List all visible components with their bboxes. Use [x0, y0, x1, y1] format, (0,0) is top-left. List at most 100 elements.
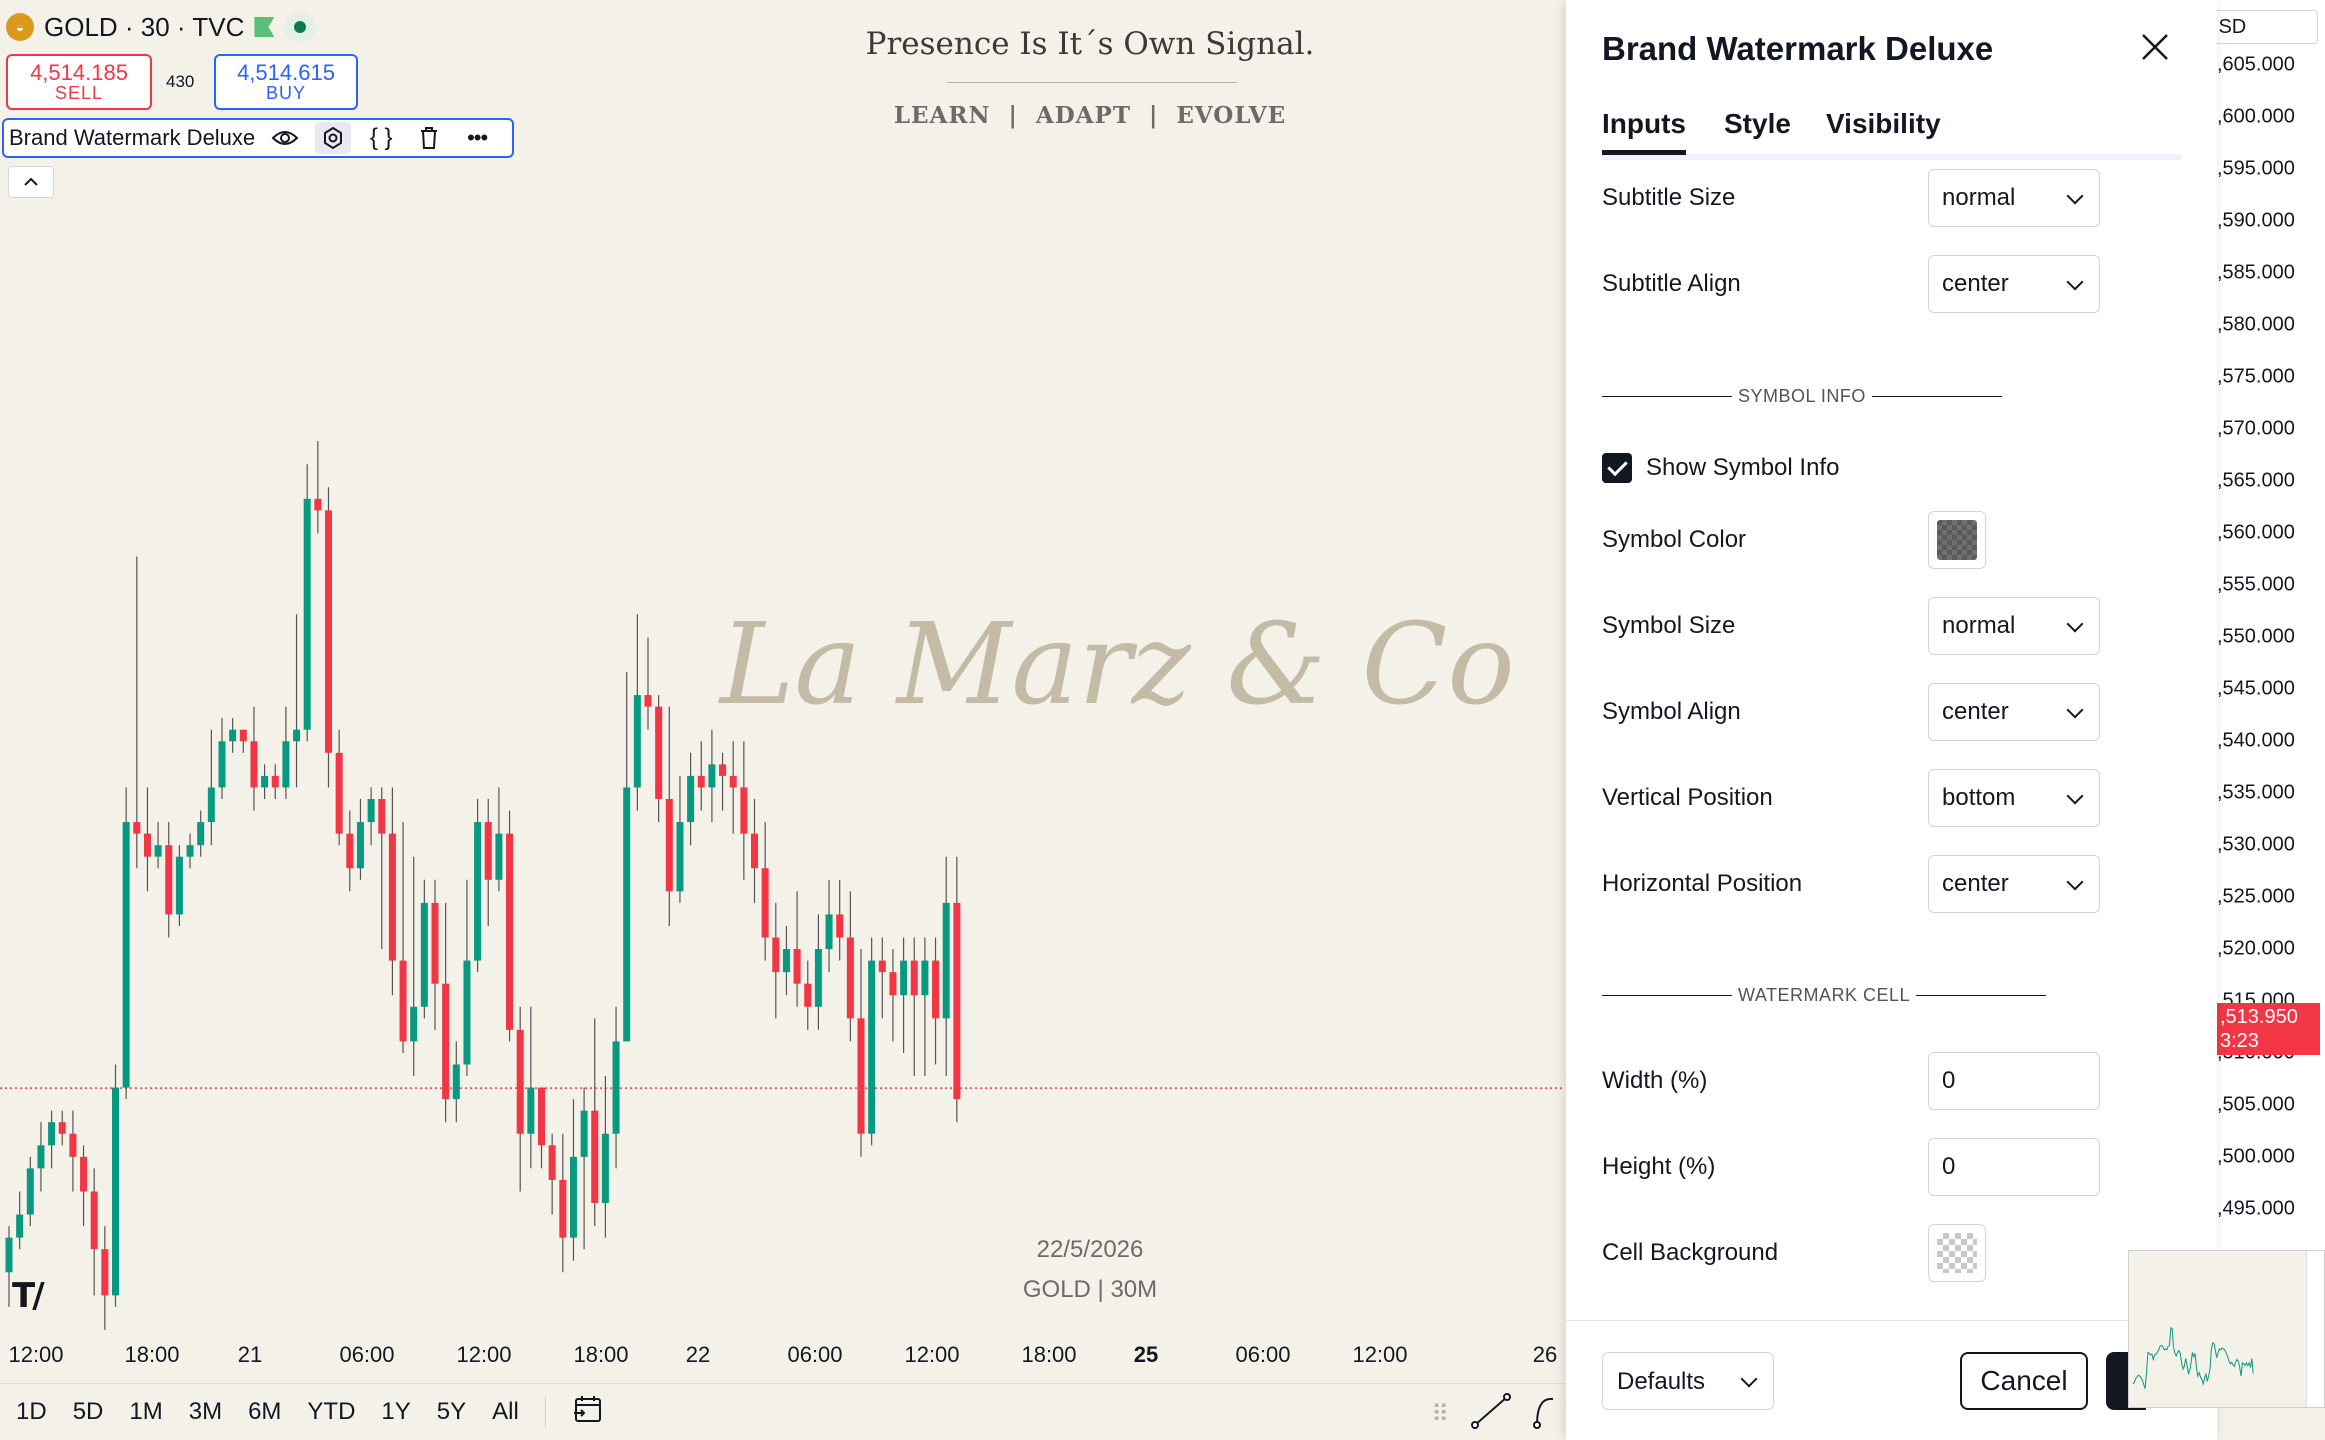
- tab-inputs[interactable]: Inputs: [1602, 108, 1686, 155]
- candle: [538, 1087, 545, 1169]
- candle: [282, 706, 290, 799]
- price-axis[interactable]: ,605.000 ,600.000 ,595.000 ,590.000 ,585…: [2215, 0, 2325, 1380]
- candle: [197, 810, 205, 857]
- subtitle-size-select[interactable]: normal: [1928, 169, 2100, 227]
- candle: [569, 1099, 577, 1261]
- candle-body: [655, 706, 663, 799]
- time-tick: 22: [685, 1342, 711, 1367]
- candle: [836, 879, 844, 961]
- current-price-label: ,513.950 3:23: [2216, 1003, 2320, 1055]
- time-tick: 06:00: [1235, 1342, 1291, 1367]
- source-code-icon[interactable]: { }: [369, 124, 393, 151]
- candle-body: [37, 1145, 45, 1169]
- candle-body: [676, 822, 684, 892]
- show-symbol-info-checkbox[interactable]: [1602, 453, 1632, 483]
- close-icon[interactable]: [2138, 30, 2172, 64]
- sell-button[interactable]: 4,514.185 SELL: [6, 54, 152, 110]
- screenshot-thumbnail[interactable]: [2128, 1250, 2325, 1408]
- settings-icon[interactable]: [315, 122, 352, 154]
- price-tick: ,560.000: [2217, 521, 2295, 544]
- symbol-align-select[interactable]: center: [1928, 683, 2100, 741]
- candle-body: [538, 1087, 545, 1146]
- width-label: Width (%): [1602, 1067, 1708, 1094]
- curve-tool-icon[interactable]: [1533, 1393, 1555, 1436]
- vertical-position-select[interactable]: bottom: [1928, 769, 2100, 827]
- symbol-size-label: Symbol Size: [1602, 612, 1736, 639]
- show-symbol-info-label[interactable]: Show Symbol Info: [1646, 454, 1840, 481]
- candle-body: [644, 695, 652, 707]
- candle: [814, 914, 822, 1030]
- more-icon[interactable]: •••: [467, 125, 488, 150]
- chart-area[interactable]: ◒ GOLD · 30 · TVC 4,514.185 SELL 430 4,5…: [0, 0, 1565, 1380]
- symbol-color-swatch[interactable]: [1928, 511, 1986, 569]
- candle: [388, 787, 396, 996]
- go-to-date-icon[interactable]: [572, 1394, 604, 1431]
- dialog-body[interactable]: Subtitle Size normal Subtitle Align cent…: [1602, 166, 2182, 1316]
- price-tick: ,605.000: [2217, 53, 2295, 76]
- candle-body: [143, 833, 151, 857]
- candle: [431, 879, 439, 1030]
- eye-icon[interactable]: [267, 122, 303, 154]
- candle-body: [90, 1191, 98, 1250]
- range-3m[interactable]: 3M: [188, 1398, 223, 1425]
- horizontal-position-select[interactable]: center: [1928, 855, 2100, 913]
- candle: [410, 856, 418, 1077]
- candle-body: [633, 695, 641, 788]
- price-tick: ,530.000: [2217, 833, 2295, 856]
- trend-line-icon[interactable]: [1471, 1392, 1511, 1436]
- range-1m[interactable]: 1M: [129, 1398, 163, 1425]
- candle: [942, 856, 950, 1077]
- time-axis[interactable]: 12:00 18:00 21 06:00 12:00 18:00 22 06:0…: [0, 1332, 1565, 1372]
- candle-body: [506, 833, 514, 1030]
- candle: [101, 1226, 109, 1330]
- buy-button[interactable]: 4,514.615 BUY: [214, 54, 358, 110]
- range-6m[interactable]: 6M: [248, 1398, 282, 1425]
- range-1y[interactable]: 1Y: [381, 1398, 411, 1425]
- time-tick: 18:00: [124, 1342, 180, 1367]
- price-tick: ,565.000: [2217, 469, 2295, 492]
- drag-handle-icon[interactable]: ⠿: [1431, 1400, 1449, 1428]
- trash-icon[interactable]: [411, 122, 447, 154]
- flag-icon[interactable]: [254, 17, 275, 37]
- indicator-name[interactable]: Brand Watermark Deluxe: [9, 125, 256, 150]
- candle: [953, 856, 961, 1123]
- symbol-title[interactable]: GOLD · 30 · TVC: [44, 11, 245, 42]
- tradingview-logo[interactable]: T/: [12, 1276, 45, 1316]
- candle: [484, 798, 492, 926]
- cancel-button[interactable]: Cancel: [1960, 1352, 2088, 1410]
- candle: [346, 810, 354, 892]
- width-input[interactable]: 0: [1928, 1052, 2100, 1110]
- defaults-dropdown[interactable]: Defaults: [1602, 1352, 1774, 1410]
- tab-style[interactable]: Style: [1724, 108, 1791, 139]
- candle-body: [932, 960, 940, 1019]
- indicator-legend-row[interactable]: Brand Watermark Deluxe { } •••: [2, 118, 514, 158]
- cell-background-swatch[interactable]: [1928, 1224, 1986, 1282]
- candle: [5, 1226, 13, 1307]
- thumbnail-preview: [2132, 1326, 2254, 1389]
- candle: [293, 614, 301, 788]
- tab-visibility[interactable]: Visibility: [1826, 108, 1941, 139]
- candle-body: [101, 1249, 109, 1296]
- symbol-size-select[interactable]: normal: [1928, 597, 2100, 655]
- candle-body: [719, 764, 727, 776]
- candle-body: [814, 949, 822, 1007]
- currency-label: USD: [2215, 16, 2247, 38]
- watermark-subtitle: LEARN | ADAPT | EVOLVE: [893, 102, 1287, 129]
- height-input[interactable]: 0: [1928, 1138, 2100, 1196]
- range-all[interactable]: All: [492, 1398, 519, 1425]
- range-ytd[interactable]: YTD: [307, 1398, 356, 1425]
- section-line: [1916, 994, 2047, 996]
- candle: [708, 729, 716, 823]
- candle-body: [825, 914, 833, 950]
- currency-selector[interactable]: USD: [2214, 10, 2318, 44]
- range-5y[interactable]: 5Y: [436, 1398, 467, 1425]
- collapse-legend-button[interactable]: [8, 166, 54, 198]
- candle-body: [804, 983, 812, 1007]
- range-1d[interactable]: 1D: [16, 1398, 47, 1425]
- candle-body: [175, 856, 183, 915]
- candle: [112, 1064, 119, 1307]
- range-5d[interactable]: 5D: [72, 1398, 104, 1425]
- candle: [687, 752, 695, 846]
- subtitle-align-select[interactable]: center: [1928, 255, 2100, 313]
- candle: [378, 787, 386, 950]
